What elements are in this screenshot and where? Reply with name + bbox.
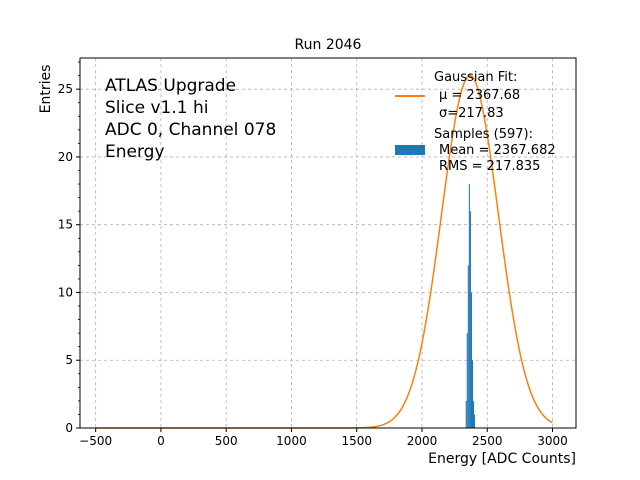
x-tick-label: 3000 xyxy=(537,434,568,448)
y-tick-label: 5 xyxy=(65,353,73,367)
annotation-line-4: Energy xyxy=(105,142,165,162)
legend: Gaussian Fit: μ = 2367.68 σ=217.83 Sampl… xyxy=(395,70,556,174)
x-tick-label: 500 xyxy=(215,434,238,448)
legend-fit-sigma: σ=217.83 xyxy=(439,106,504,121)
legend-samples-patch xyxy=(395,145,425,155)
annotation-text: ATLAS Upgrade Slice v1.1 hi ADC 0, Chann… xyxy=(105,76,276,162)
legend-samples-mean: Mean = 2367.682 xyxy=(439,143,556,158)
histogram-bar xyxy=(470,292,472,428)
histogram-bar xyxy=(467,265,469,428)
x-axis-ticks: −500 0 500 1000 1500 2000 2500 3000 xyxy=(79,428,568,448)
legend-fit-mu: μ = 2367.68 xyxy=(439,88,520,103)
x-tick-label: 2000 xyxy=(407,434,438,448)
y-tick-label: 0 xyxy=(65,421,73,435)
y-tick-label: 20 xyxy=(58,150,73,164)
histogram-bar xyxy=(465,400,467,428)
x-axis-label: Energy [ADC Counts] xyxy=(428,451,576,467)
legend-fit-title: Gaussian Fit: xyxy=(434,70,517,85)
histogram-bars xyxy=(465,184,476,428)
y-axis-ticks: 0 5 10 15 20 25 xyxy=(58,61,80,435)
x-tick-label: 1000 xyxy=(276,434,307,448)
plot-background xyxy=(80,58,576,428)
legend-samples-title: Samples (597): xyxy=(434,127,533,142)
histogram-bar xyxy=(473,400,475,428)
x-tick-label: −500 xyxy=(79,434,112,448)
histogram-bar xyxy=(471,360,474,428)
x-tick-label: 0 xyxy=(157,434,165,448)
histogram-bar xyxy=(466,333,468,428)
y-tick-label: 15 xyxy=(58,218,73,232)
annotation-line-2: Slice v1.1 hi xyxy=(105,98,208,118)
y-axis-label: Entries xyxy=(38,65,54,114)
legend-samples-rms: RMS = 217.835 xyxy=(439,159,540,174)
annotation-line-1: ATLAS Upgrade xyxy=(105,76,236,96)
y-tick-label: 25 xyxy=(58,82,73,96)
plot-frame xyxy=(79,57,577,429)
histogram-bar xyxy=(474,414,476,428)
histogram-bar xyxy=(468,184,470,428)
annotation-line-3: ADC 0, Channel 078 xyxy=(105,120,276,140)
x-tick-label: 1500 xyxy=(341,434,372,448)
y-tick-label: 10 xyxy=(58,285,73,299)
histogram-bar xyxy=(469,211,471,428)
x-tick-label: 2500 xyxy=(472,434,503,448)
chart-title: Run 2046 xyxy=(295,37,362,53)
